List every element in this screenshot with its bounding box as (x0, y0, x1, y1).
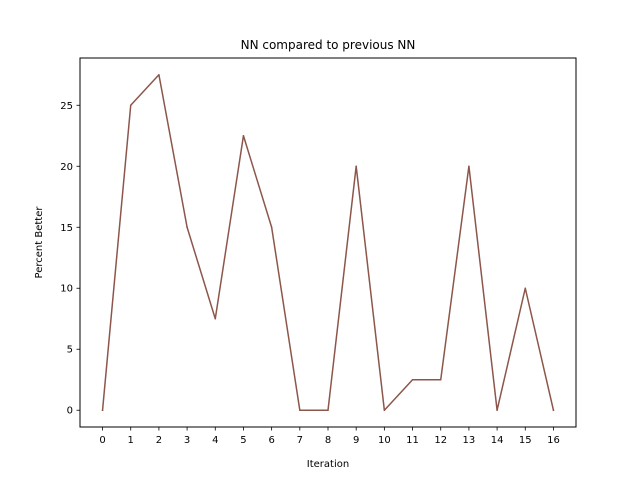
data-point (101, 409, 104, 411)
data-point (158, 74, 160, 76)
x-tick-label: 16 (547, 435, 560, 446)
x-tick-label: 1 (128, 435, 134, 446)
x-tick-label: 15 (519, 435, 532, 446)
x-tick-label: 6 (268, 435, 274, 446)
data-point (439, 378, 442, 381)
x-tick-label: 7 (297, 435, 303, 446)
data-point (214, 317, 217, 320)
y-tick-label: 15 (60, 223, 73, 234)
data-point (411, 378, 414, 381)
data-point (186, 226, 188, 228)
x-tick-label: 0 (99, 435, 105, 446)
data-point (129, 104, 132, 107)
data-point (299, 409, 301, 411)
y-tick-label: 5 (67, 345, 73, 356)
x-tick-label: 5 (240, 435, 246, 446)
data-point (327, 409, 329, 411)
x-tick-label: 4 (212, 435, 218, 446)
x-tick-label: 14 (491, 435, 504, 446)
y-tick-label: 20 (60, 162, 73, 173)
x-axis: 0 1 2 3 4 5 6 7 8 9 10 11 12 13 14 15 16 (99, 427, 560, 446)
data-point (496, 409, 498, 411)
data-point (552, 409, 555, 411)
y-axis-label: Percent Better (34, 206, 45, 279)
x-tick-label: 10 (378, 435, 391, 446)
chart-title: NN compared to previous NN (241, 38, 416, 52)
x-tick-label: 8 (325, 435, 331, 446)
x-tick-label: 3 (184, 435, 190, 446)
y-tick-label: 0 (67, 406, 73, 417)
x-axis-label: Iteration (307, 459, 349, 470)
plot-layer (101, 74, 555, 412)
data-point (383, 409, 386, 411)
y-axis: 0 5 10 15 20 25 (60, 101, 80, 417)
data-point (355, 165, 357, 168)
y-tick-label: 10 (60, 284, 73, 295)
data-point (270, 226, 273, 228)
x-tick-label: 12 (434, 435, 447, 446)
data-point (242, 135, 245, 137)
x-tick-label: 9 (353, 435, 359, 446)
data-point (468, 165, 470, 168)
x-tick-label: 2 (156, 435, 162, 446)
x-tick-label: 13 (463, 435, 476, 446)
y-tick-label: 25 (60, 101, 73, 112)
data-point (524, 287, 527, 289)
x-tick-label: 11 (406, 435, 419, 446)
